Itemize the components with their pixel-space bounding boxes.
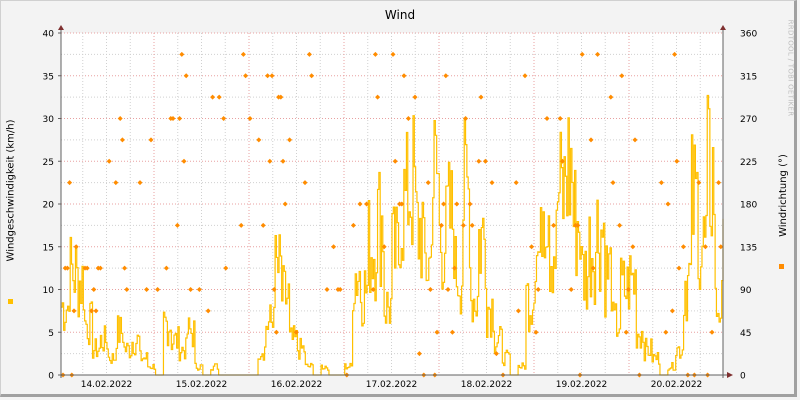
right-tick-label: 315 [740,72,757,82]
right-tick-label: 135 [740,243,757,253]
left-tick-label: 15 [43,243,54,253]
right-tick-label: 225 [740,158,757,168]
axes: 0 5 10 15 20 25 30 35 40 0 45 90 135 180 225 270 315 360 1… [43,25,757,390]
left-tick-label: 35 [43,72,54,82]
x-tick-label: 20.02.2022 [651,380,703,390]
direction-legend-swatch [779,264,784,269]
x-tick-label: 19.02.2022 [556,380,608,390]
speed-legend-swatch [8,299,13,304]
speed-line [61,94,724,376]
right-tick-label: 360 [740,30,757,40]
x-tick-label: 16.02.2022 [271,380,323,390]
left-tick-label: 40 [43,30,55,40]
x-tick-label: 17.02.2022 [366,380,418,390]
grid [61,32,723,376]
chart-title: Wind [384,8,416,22]
right-tick-label: 0 [740,372,746,382]
x-tick-label: 18.02.2022 [461,380,513,390]
left-tick-label: 10 [43,286,55,296]
right-tick-label: 180 [740,201,757,211]
left-tick-label: 0 [48,372,54,382]
x-tick-label: 15.02.2022 [176,380,228,390]
left-tick-label: 5 [48,329,54,339]
left-tick-label: 30 [43,115,55,125]
direction-points [60,51,724,378]
left-tick-label: 20 [43,201,55,211]
right-tick-label: 45 [740,329,751,339]
right-tick-label: 270 [740,115,757,125]
left-tick-label: 25 [43,158,54,168]
right-tick-label: 90 [740,286,752,296]
x-tick-label: 14.02.2022 [81,380,133,390]
